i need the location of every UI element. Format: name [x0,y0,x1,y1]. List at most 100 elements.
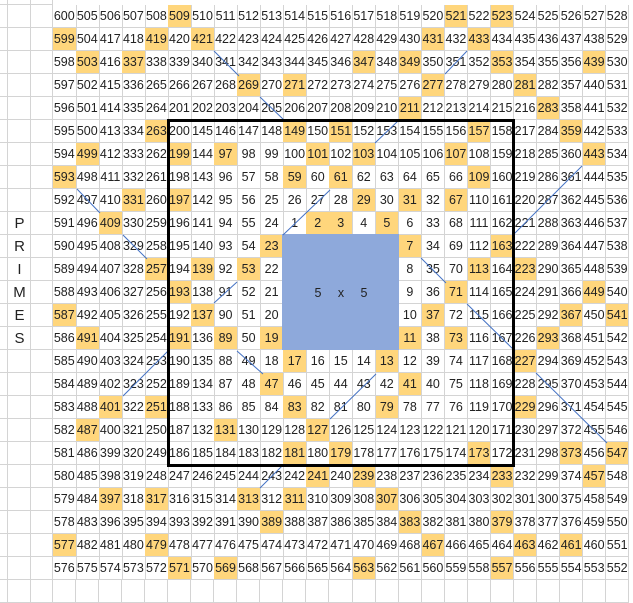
cell[interactable]: 253 [145,350,169,373]
cell[interactable]: 532 [605,97,630,120]
cell[interactable]: 343 [260,51,284,74]
cell-highlighted[interactable]: 359 [559,120,584,143]
cell[interactable]: 60 [306,166,330,189]
cell[interactable]: 506 [99,5,123,28]
cell[interactable]: 368 [559,327,584,350]
empty-cell[interactable] [31,488,53,511]
empty-cell[interactable] [0,235,8,258]
cell[interactable]: 415 [99,74,123,97]
cell-highlighted[interactable]: 379 [490,511,515,534]
cell[interactable]: 366 [559,281,584,304]
cell-highlighted[interactable]: 47 [260,373,284,396]
cell[interactable]: 314 [214,488,238,511]
cell[interactable]: 596 [53,97,77,120]
cell[interactable]: 143 [191,166,215,189]
cell[interactable]: 319 [122,465,146,488]
cell-highlighted[interactable]: 541 [605,304,630,327]
empty-cell[interactable] [0,580,8,603]
empty-cell[interactable] [0,419,8,442]
cell[interactable]: 546 [605,419,630,442]
cell[interactable]: 182 [260,442,284,465]
cell[interactable]: 575 [76,557,100,580]
cell[interactable]: 437 [559,28,584,51]
empty-cell[interactable] [0,189,8,212]
cell-highlighted[interactable]: 41 [398,373,423,396]
cell[interactable]: 255 [145,304,169,327]
cell[interactable]: 4 [352,212,377,235]
cell[interactable]: 391 [214,511,238,534]
cell[interactable]: 417 [99,28,123,51]
cell[interactable]: 594 [53,143,77,166]
cell[interactable]: 235 [444,465,469,488]
cell[interactable]: 104 [375,143,400,166]
cell-highlighted[interactable]: 349 [398,51,423,74]
cell[interactable]: 320 [122,442,146,465]
empty-cell[interactable] [31,327,53,350]
cell[interactable]: 583 [53,396,77,419]
cell[interactable]: 219 [513,166,538,189]
cell[interactable]: 116 [467,327,492,350]
cell[interactable]: 581 [53,442,77,465]
cell-highlighted[interactable]: 431 [421,28,446,51]
cell[interactable]: 128 [283,419,307,442]
cell[interactable]: 278 [444,74,469,97]
cell-highlighted[interactable]: 331 [122,189,146,212]
cell[interactable]: 529 [605,28,630,51]
cell[interactable]: 592 [53,189,77,212]
cell[interactable]: 497 [76,189,100,212]
cell[interactable]: 600 [53,5,77,28]
empty-cell[interactable] [31,580,53,603]
cell[interactable]: 43 [352,373,377,396]
cell[interactable]: 310 [306,488,330,511]
cell[interactable]: 203 [214,97,238,120]
cell[interactable]: 369 [559,350,584,373]
cell[interactable]: 188 [168,396,192,419]
cell[interactable]: 217 [513,120,538,143]
cell[interactable]: 342 [237,51,261,74]
cell[interactable]: 429 [375,28,400,51]
cell[interactable]: 259 [145,212,169,235]
empty-cell[interactable] [375,580,399,603]
empty-cell[interactable] [76,580,100,603]
empty-cell[interactable] [0,511,8,534]
cell[interactable]: 27 [306,189,330,212]
empty-cell[interactable] [536,580,560,603]
cell[interactable]: 288 [536,212,561,235]
empty-cell[interactable] [8,580,31,603]
cell[interactable]: 492 [76,304,100,327]
cell[interactable]: 292 [536,304,561,327]
cell[interactable]: 534 [605,143,630,166]
empty-cell[interactable] [31,557,53,580]
cell[interactable]: 274 [352,74,377,97]
cell[interactable]: 234 [467,465,492,488]
cell[interactable]: 16 [306,350,330,373]
cell[interactable]: 477 [191,534,215,557]
empty-cell[interactable] [214,580,238,603]
cell[interactable]: 85 [237,396,261,419]
empty-cell[interactable] [605,580,629,603]
cell[interactable]: 505 [76,5,100,28]
cell[interactable]: 585 [53,350,77,373]
cell-highlighted[interactable]: 139 [191,258,215,281]
cell[interactable]: 380 [467,511,492,534]
empty-cell[interactable] [8,97,31,120]
cell[interactable]: 82 [306,396,330,419]
cell[interactable]: 122 [421,419,446,442]
cell[interactable]: 135 [191,350,215,373]
cell[interactable]: 489 [76,373,100,396]
cell[interactable]: 15 [329,350,353,373]
cell-highlighted[interactable]: 283 [536,97,561,120]
cell-highlighted[interactable]: 137 [191,304,215,327]
cell[interactable]: 32 [421,189,446,212]
cell[interactable]: 444 [582,166,607,189]
cell[interactable]: 108 [467,143,492,166]
cell-highlighted[interactable]: 181 [283,442,307,465]
cell[interactable]: 213 [444,97,469,120]
cell-highlighted[interactable]: 269 [237,74,261,97]
cell[interactable]: 200 [168,120,192,143]
cell[interactable]: 155 [421,120,446,143]
cell[interactable]: 250 [145,419,169,442]
cell[interactable]: 323 [122,373,146,396]
cell[interactable]: 338 [145,51,169,74]
cell[interactable]: 482 [76,534,100,557]
